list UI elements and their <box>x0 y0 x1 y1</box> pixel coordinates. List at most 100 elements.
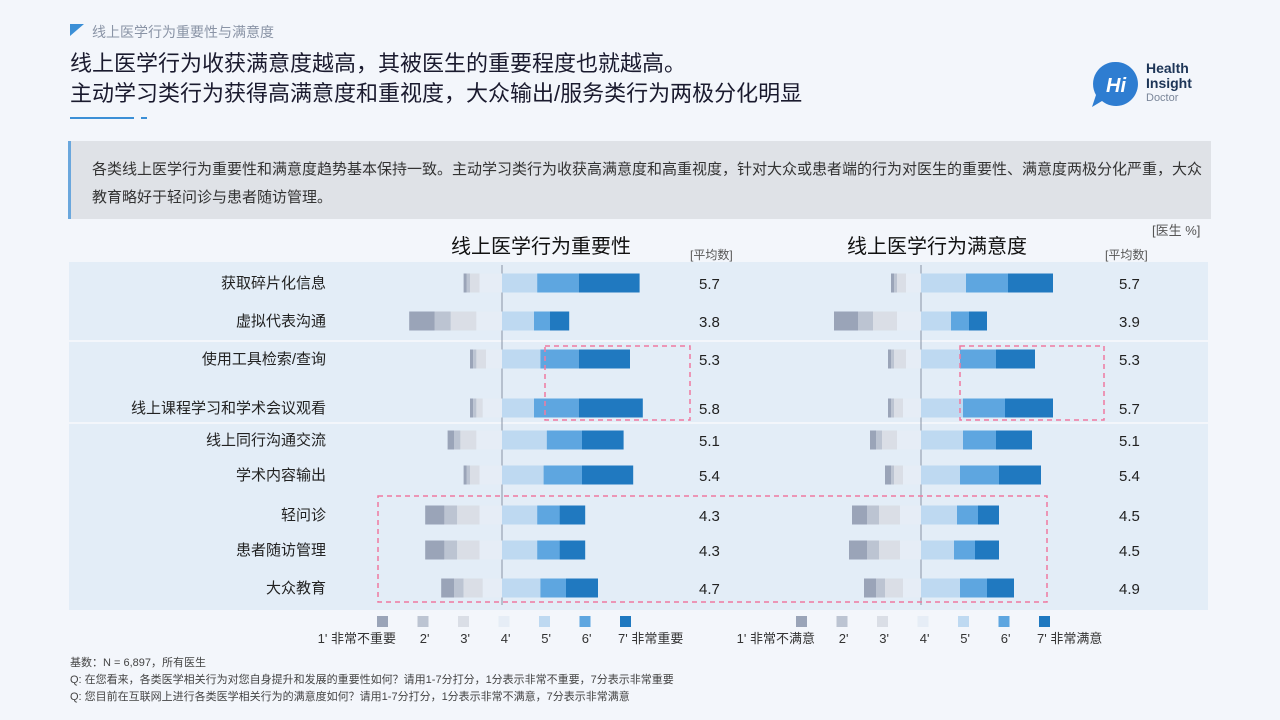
satisfaction-bar-segment <box>834 311 858 331</box>
satisfaction-bar-segment <box>897 430 921 450</box>
satisfaction-bar-segment <box>867 540 879 560</box>
satisfaction-legend-label: 6' <box>1001 631 1011 646</box>
category-label: 轻问诊 <box>281 507 326 524</box>
satisfaction-bar-segment <box>894 398 903 418</box>
satisfaction-bar-segment <box>999 465 1041 485</box>
headline-line2: 主动学习类行为获得高满意度和重视度，大众输出/服务类行为两极分化明显 <box>70 81 803 106</box>
importance-bar-segment <box>502 430 547 450</box>
satisfaction-bar-segment <box>951 311 969 331</box>
row-group-band-3 <box>69 424 1208 610</box>
satisfaction-legend-swatch <box>917 616 929 627</box>
importance-bar-segment <box>463 578 483 598</box>
importance-bar-segment <box>502 578 541 598</box>
satisfaction-chart-title: 线上医学行为满意度 <box>847 236 1027 258</box>
satisfaction-legend-swatch <box>836 616 848 627</box>
importance-bar-segment <box>476 349 486 369</box>
satisfaction-bar-segment <box>882 430 897 450</box>
highlight-dashed-box <box>959 345 1105 421</box>
importance-bar-segment <box>502 465 544 485</box>
title-underline-dot <box>141 117 147 119</box>
importance-bar-segment <box>502 505 538 525</box>
importance-bar-segment <box>476 430 502 450</box>
satisfaction-legend-label: 3' <box>879 631 889 646</box>
satisfaction-legend-label: 1' 非常不满意 <box>737 631 815 646</box>
satisfaction-bar-segment <box>888 349 891 369</box>
satisfaction-bar-segment <box>960 465 999 485</box>
unit-label: [医生 %] <box>1152 223 1201 238</box>
importance-bar-segment <box>537 540 560 560</box>
satisfaction-bar-segment <box>921 465 960 485</box>
importance-bar-segment <box>470 398 474 418</box>
satisfaction-average-value: 3.9 <box>1119 314 1140 331</box>
satisfaction-legend-swatch <box>796 616 807 627</box>
importance-bar-segment <box>450 311 477 331</box>
satisfaction-bar-segment <box>891 398 894 418</box>
satisfaction-average-value: 5.7 <box>1119 401 1140 418</box>
satisfaction-bar-segment <box>897 311 921 331</box>
importance-bar-segment <box>482 398 502 418</box>
satisfaction-average-value: 5.4 <box>1119 468 1140 485</box>
satisfaction-bar-segment <box>870 430 876 450</box>
importance-bar-segment <box>466 273 470 293</box>
importance-bar-segment <box>566 578 598 598</box>
importance-legend-label: 3' <box>460 631 470 646</box>
satisfaction-bar-segment <box>969 311 987 331</box>
importance-average-value: 5.4 <box>699 468 720 485</box>
logo-insight: Insight <box>1146 75 1192 91</box>
satisfaction-bar-segment <box>903 578 921 598</box>
importance-legend-swatch <box>539 616 550 627</box>
footnote-q1: Q: 在您看来，各类医学相关行为对您自身提升和发展的重要性如何？请用1-7分打分… <box>70 674 674 686</box>
satisfaction-bar-segment <box>996 430 1032 450</box>
satisfaction-bar-segment <box>963 398 1005 418</box>
importance-average-value: 5.1 <box>699 433 720 450</box>
importance-bar-segment <box>476 398 483 418</box>
importance-average-value: 5.7 <box>699 276 720 293</box>
importance-bar-segment <box>479 273 502 293</box>
importance-legend-swatch <box>620 616 631 627</box>
importance-legend-label: 7' 非常重要 <box>618 631 683 646</box>
brand-logo: Hi Health Insight Doctor <box>1092 60 1192 107</box>
importance-bar-segment <box>537 273 579 293</box>
importance-bar-segment <box>479 465 502 485</box>
footnote-q2: Q: 您目前在互联网上进行各类医学相关行为的满意度如何？请用1-7分打分，1分表… <box>70 691 630 703</box>
satisfaction-bar-segment <box>963 430 996 450</box>
satisfaction-bar-segment <box>960 578 987 598</box>
importance-bar-segment <box>559 505 586 525</box>
importance-legend-swatch <box>579 616 591 627</box>
satisfaction-bar-segment <box>891 465 894 485</box>
category-label: 患者随访管理 <box>236 542 326 559</box>
importance-bar-segment <box>425 505 445 525</box>
importance-bar-segment <box>473 398 477 418</box>
importance-bar-segment <box>444 540 458 560</box>
importance-bar-segment <box>578 273 640 293</box>
importance-legend-label: 6' <box>582 631 592 646</box>
satisfaction-bar-segment <box>921 273 966 293</box>
satisfaction-legend-swatch <box>998 616 1010 627</box>
importance-bar-segment <box>476 311 502 331</box>
satisfaction-bar-segment <box>960 349 996 369</box>
importance-bar-segment <box>447 430 454 450</box>
importance-bar-segment <box>502 273 538 293</box>
importance-chart-title: 线上医学行为重要性 <box>451 236 631 258</box>
satisfaction-legend-label: 7' 非常满意 <box>1037 631 1102 646</box>
importance-legend-label: 2' <box>420 631 430 646</box>
satisfaction-bar-segment <box>966 273 1008 293</box>
importance-legend-swatch <box>417 616 429 627</box>
satisfaction-bar-segment <box>900 505 921 525</box>
satisfaction-bar-segment <box>903 465 921 485</box>
satisfaction-bar-segment <box>957 505 978 525</box>
importance-legend-swatch <box>458 616 469 627</box>
category-label: 学术内容输出 <box>236 467 326 484</box>
category-label: 虚拟代表沟通 <box>236 313 326 330</box>
satisfaction-bar-segment <box>978 505 999 525</box>
importance-bar-segment <box>479 505 502 525</box>
satisfaction-bar-segment <box>894 349 906 369</box>
satisfaction-bar-segment <box>876 578 885 598</box>
category-label: 大众教育 <box>266 580 326 597</box>
satisfaction-bar-segment <box>921 578 960 598</box>
satisfaction-bar-segment <box>1005 398 1053 418</box>
satisfaction-legend-label: 5' <box>960 631 970 646</box>
satisfaction-bar-segment <box>858 311 873 331</box>
importance-bar-segment <box>578 398 643 418</box>
